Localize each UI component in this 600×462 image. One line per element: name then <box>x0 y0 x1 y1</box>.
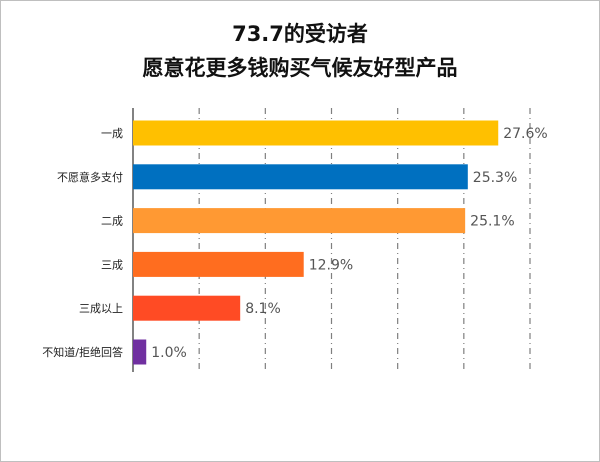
bar <box>133 164 468 190</box>
data-label: 25.1% <box>470 214 514 230</box>
bar <box>133 251 304 277</box>
bar <box>133 339 147 365</box>
category-tick-label: 二成 <box>101 215 123 228</box>
data-label: 1.0% <box>151 345 187 361</box>
category-tick-label: 一成 <box>101 127 123 140</box>
data-label: 12.9% <box>309 257 353 273</box>
category-tick-label: 不愿意多支付 <box>57 170 123 184</box>
bar <box>133 295 241 321</box>
data-label: 27.6% <box>503 126 547 142</box>
data-label: 8.1% <box>245 301 281 317</box>
data-label: 25.3% <box>473 170 517 186</box>
category-tick-label: 不知道/拒绝回答 <box>42 345 123 359</box>
chart-title-line-2: 愿意花更多钱购买气候友好型产品 <box>142 56 458 80</box>
category-tick-label: 三成以上 <box>79 302 123 315</box>
chart-title-line-1: 73.7的受访者 <box>232 22 368 46</box>
category-tick-label: 三成 <box>101 258 123 271</box>
bar <box>133 208 466 234</box>
bar <box>133 120 499 146</box>
